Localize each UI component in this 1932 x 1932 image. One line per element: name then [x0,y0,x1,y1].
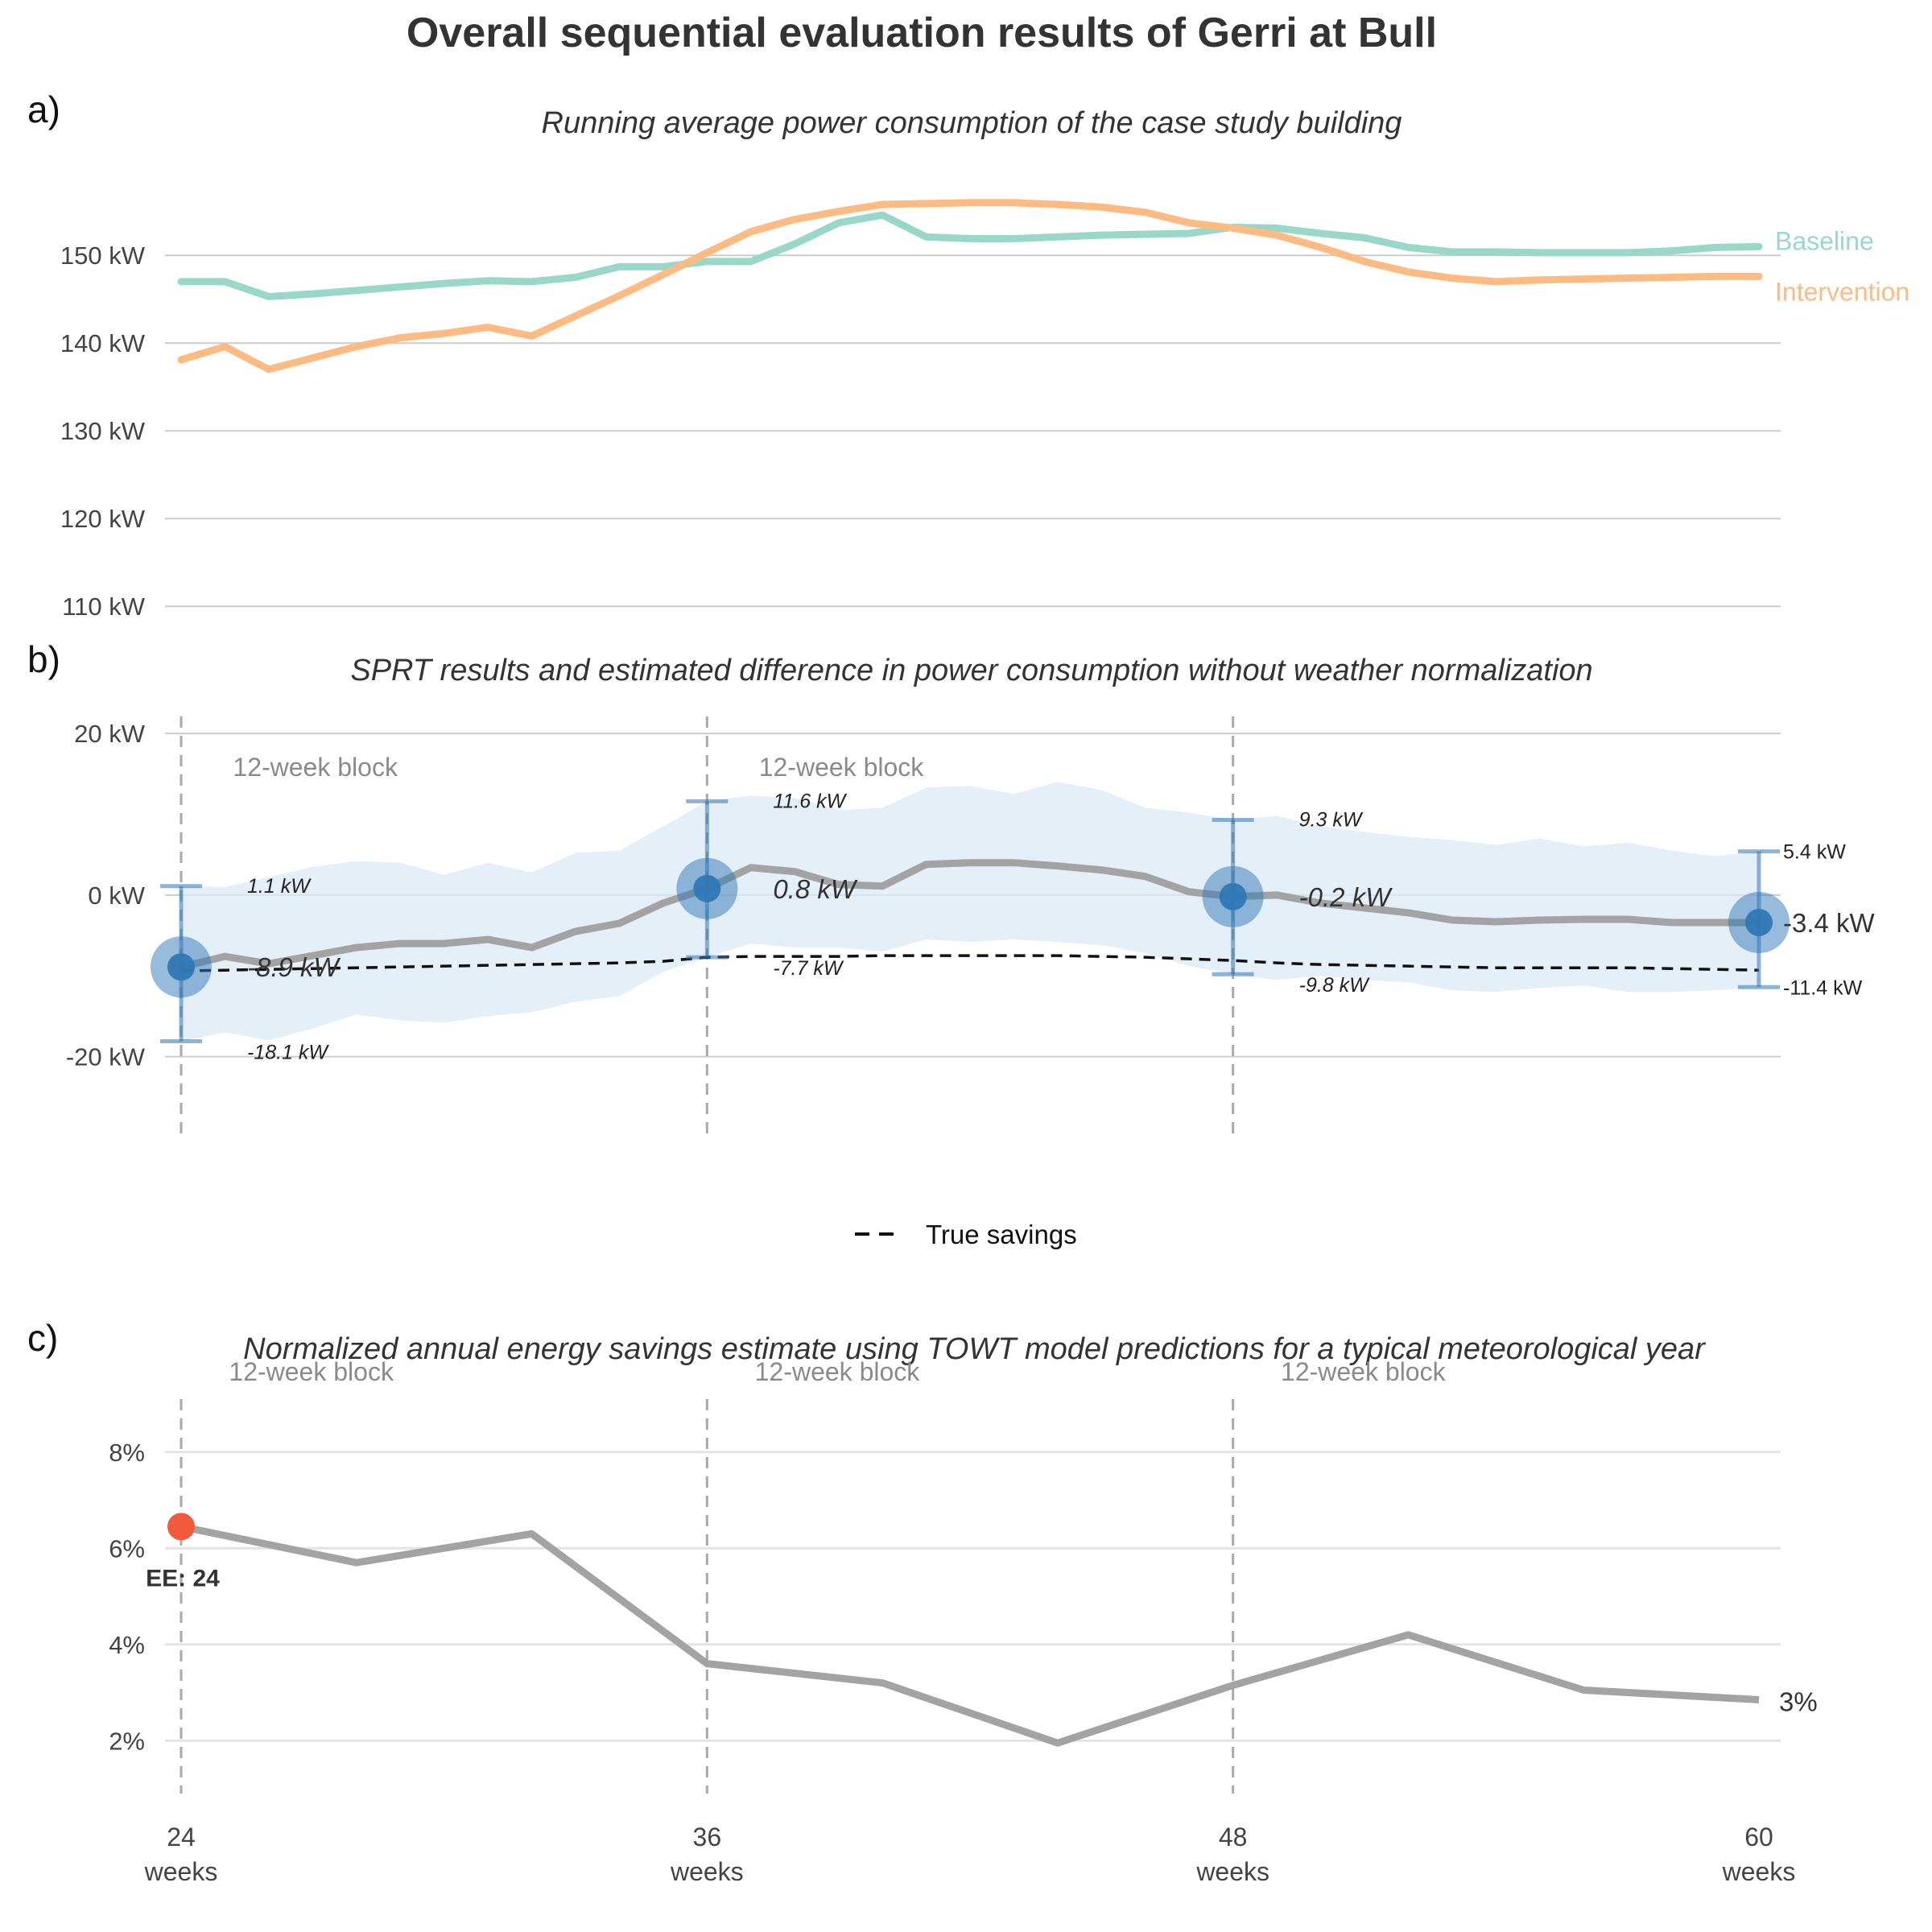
panel-a: a) Running average power consumption of … [27,89,1909,621]
panel-b-estimate-label: 0.8 kW [773,874,858,904]
panel-b-sprt-marker [1219,882,1247,910]
panel-a-y-tick-label: 150 kW [60,242,146,270]
panel-b-sprt-markers: 1.1 kW -18.1 kW -8.9 kW 11.6 kW -7.7 kW 0.8 k… [151,790,1876,1064]
panel-c-x-tick-unit: weeks [1722,1857,1796,1886]
panel-b-estimate-label: -8.9 kW [247,952,341,982]
panel-a-line-baseline [177,211,1763,300]
panel-c: c) Normalized annual energy savings esti… [27,1317,1818,1886]
panel-c-label: c) [27,1317,58,1359]
panel-a-series-label-intervention: Intervention [1775,277,1909,306]
panel-b-y-tick-label: -20 kW [66,1043,146,1071]
panel-b-block-label: 12-week block [759,753,925,782]
panel-b-legend: True savings [855,1220,1077,1249]
panel-b-ci-band-area [181,782,1759,1042]
panel-c-block-label: 12-week block [755,1357,921,1386]
panel-c-series: 3% EE: 24 [146,1513,1818,1747]
panel-c-block-label: 12-week block [1281,1357,1447,1386]
panel-a-series: Baseline Intervention [177,199,1909,374]
panel-c-y-tick-label: 6% [109,1534,145,1563]
panel-b-y-axis: -20 kW 0 kW 20 kW [66,720,146,1071]
panel-c-block-label: 12-week block [229,1357,394,1386]
panel-c-x-tick-label: 24 [167,1823,196,1852]
panel-b-estimate-label: -3.4 kW [1783,908,1876,938]
panel-a-series-label-baseline: Baseline [1775,226,1874,255]
panel-c-y-axis: 2% 4% 6% 8% [109,1439,145,1756]
figure-title: Overall sequential evaluation results of… [407,10,1437,56]
panel-b-upper-label: 1.1 kW [247,875,312,898]
panel-a-y-tick-label: 130 kW [60,417,146,445]
panel-b-lower-label: -7.7 kW [773,957,844,980]
panel-a-y-tick-label: 140 kW [60,329,146,357]
panel-b: b) SPRT results and estimated difference… [27,638,1876,1249]
panel-c-x-tick-unit: weeks [1195,1857,1269,1886]
panel-c-x-axis: 24 weeks 36 weeks 48 weeks 60 weeks [144,1823,1796,1886]
panel-c-x-tick-label: 60 [1744,1823,1773,1852]
panel-b-block-label: 12-week block [233,753,398,782]
panel-b-ci-band [181,782,1759,1042]
panel-b-upper-label: 11.6 kW [773,790,847,812]
panel-c-ee-marker [167,1513,195,1541]
panel-a-label: a) [27,89,60,130]
panel-c-y-tick-label: 2% [109,1727,145,1755]
panel-b-upper-label: 9.3 kW [1299,808,1364,831]
panel-c-end-label: 3% [1779,1686,1818,1716]
panel-c-block-boundaries [180,1399,1235,1794]
panel-c-x-tick-label: 48 [1219,1823,1248,1852]
panel-c-y-tick-label: 8% [109,1439,145,1467]
panel-b-lower-label: -9.8 kW [1299,974,1371,997]
panel-b-lower-label: -18.1 kW [247,1042,329,1064]
panel-a-grid [165,254,1781,608]
panel-b-label: b) [27,638,60,680]
legend-true-savings-label: True savings [926,1220,1077,1249]
panel-c-title: Normalized annual energy savings estimat… [243,1332,1706,1366]
panel-b-block-labels: 12-week block 12-week block [233,753,924,782]
panel-b-y-tick-label: 0 kW [88,881,145,910]
panel-b-estimate-line [180,859,1759,971]
panel-c-block-labels: 12-week block 12-week block 12-week block [229,1357,1446,1386]
panel-b-sprt-marker [167,953,195,981]
panel-b-lower-label: -11.4 kW [1783,976,1863,999]
panel-a-y-tick-label: 120 kW [60,505,146,533]
panel-a-line-intervention [177,199,1763,374]
panel-b-block-boundaries [180,716,1235,1139]
panel-b-estimate-label: -0.2 kW [1299,882,1393,912]
panel-a-title: Running average power consumption of the… [542,106,1402,140]
panel-c-ee-label: EE: 24 [146,1565,220,1591]
panel-c-savings-line [180,1522,1760,1747]
panel-b-sprt-marker [693,874,721,902]
panel-a-y-tick-label: 110 kW [62,592,146,621]
panel-c-x-tick-unit: weeks [144,1857,218,1886]
panel-c-x-tick-unit: weeks [670,1857,744,1886]
panel-c-x-tick-label: 36 [693,1823,722,1852]
panel-b-upper-label: 5.4 kW [1783,841,1846,864]
panel-b-title: SPRT results and estimated difference in… [350,654,1592,687]
panel-b-true-savings-line [180,954,1760,972]
panel-c-grid [165,1451,1781,1742]
panel-b-sprt-marker [1745,908,1773,936]
panel-b-y-tick-label: 20 kW [74,720,146,748]
panel-a-y-axis: 110 kW 120 kW 130 kW 140 kW 150 kW [60,242,146,621]
panel-b-series [180,859,1760,972]
panel-c-y-tick-label: 4% [109,1631,145,1659]
